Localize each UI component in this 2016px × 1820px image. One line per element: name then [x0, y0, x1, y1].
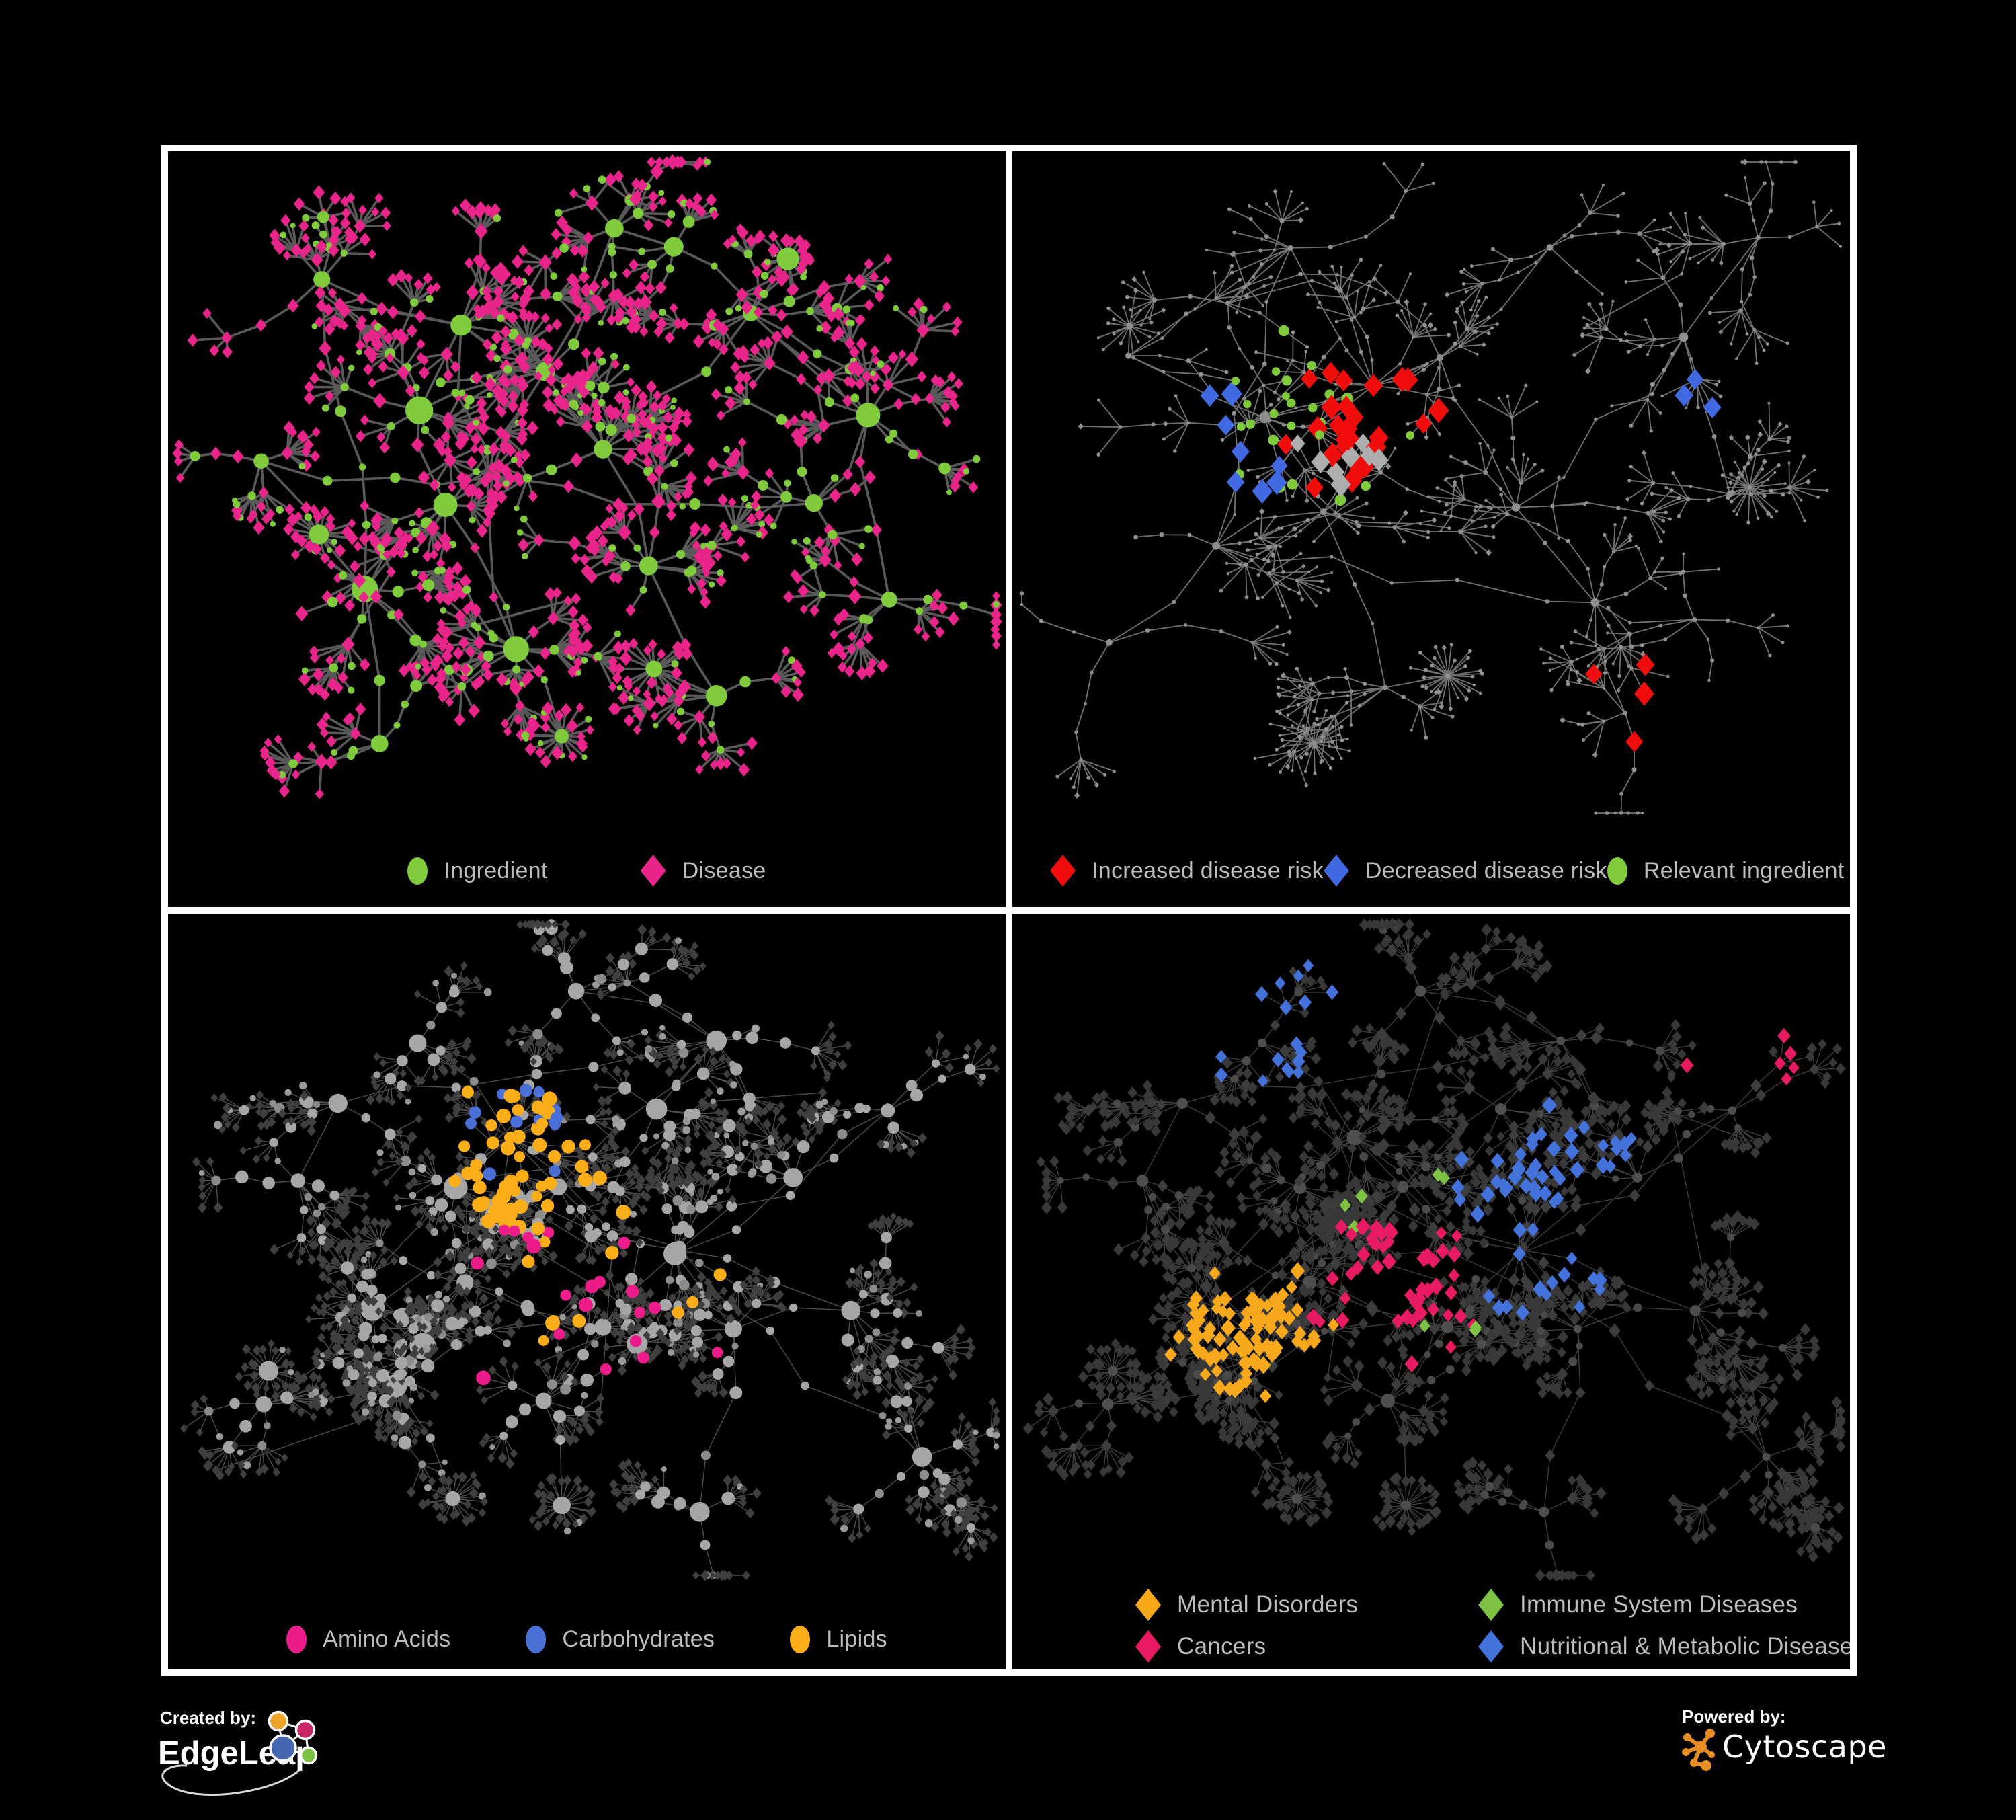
legend-label: Lipids	[826, 1626, 887, 1652]
legend-label: Decreased disease risk	[1365, 857, 1607, 883]
legend-label: Ingredient	[444, 857, 548, 883]
decreased-risk-marker-icon	[1323, 855, 1349, 887]
legend-nutrient-classes: Amino Acids Carbohydrates Lipids	[168, 1626, 1006, 1653]
panel-ingredient-disease: Ingredient Disease	[168, 151, 1006, 907]
edgeleap-node-green	[299, 1746, 318, 1765]
network-graph-ingredient-disease	[172, 154, 1002, 799]
cytoscape-logo: Powered by: Cytoscape	[1682, 1706, 1887, 1771]
edgeleap-logo: Created by: EdgeLeap	[158, 1708, 318, 1796]
cytoscape-icon	[1682, 1729, 1715, 1771]
legend-label: Immune System Diseases	[1520, 1591, 1798, 1618]
increased-risk-marker-icon	[1050, 855, 1076, 887]
legend-label: Nutritional & Metabolic Diseases	[1520, 1633, 1850, 1659]
network-graph-nutrient-classes	[180, 918, 1001, 1581]
legend-item-amino-acids: Amino Acids	[286, 1626, 450, 1653]
created-by-label: Created by:	[160, 1708, 256, 1728]
disease-marker-icon	[640, 855, 666, 887]
legend-item-ingredient: Ingredient	[407, 857, 547, 885]
legend-disease-classes: Mental Disorders Immune System Diseases …	[1012, 1589, 1850, 1663]
cytoscape-brand-block: Powered by: Cytoscape	[1675, 1706, 1904, 1784]
legend-item-carbohydrates: Carbohydrates	[526, 1626, 715, 1653]
legend-ingredient-disease: Ingredient Disease	[168, 855, 1006, 887]
legend-label: Carbohydrates	[562, 1626, 715, 1652]
legend-item-immune-system-diseases: Immune System Diseases	[1478, 1589, 1850, 1621]
legend-label: Increased disease risk	[1092, 857, 1324, 883]
edgeleap-node-orange	[268, 1710, 289, 1732]
legend-item-mental-disorders: Mental Disorders	[1135, 1589, 1385, 1621]
edgeleap-swoosh	[161, 1764, 303, 1796]
legend-label: Cancers	[1177, 1633, 1266, 1659]
legend-label: Mental Disorders	[1177, 1591, 1359, 1618]
legend-item-lipids: Lipids	[790, 1626, 887, 1653]
legend-item-relevant-ingredient: Relevant ingredient	[1607, 857, 1845, 885]
legend-disease-risk: Increased disease risk Decreased disease…	[1012, 855, 1850, 887]
immune-system-diseases-marker-icon	[1478, 1589, 1504, 1621]
network-graph-disease-classes	[1022, 918, 1846, 1582]
amino-acids-marker-icon	[286, 1626, 307, 1653]
network-graph-disease-risk	[1019, 159, 1843, 815]
panel-nutrient-classes: Amino Acids Carbohydrates Lipids	[168, 914, 1006, 1669]
powered-by-label: Powered by:	[1682, 1706, 1786, 1727]
legend-item-disease: Disease	[640, 855, 766, 887]
mental-disorders-marker-icon	[1135, 1589, 1161, 1621]
nutritional-metabolic-diseases-marker-icon	[1478, 1630, 1504, 1663]
lipids-marker-icon	[790, 1626, 811, 1653]
ingredient-marker-icon	[407, 857, 428, 885]
panel-disease-classes: Mental Disorders Immune System Diseases …	[1012, 914, 1850, 1669]
edgeleap-glyph-nodes	[268, 1710, 318, 1765]
legend-item-cancers: Cancers	[1135, 1630, 1385, 1663]
cytoscape-wordmark: Cytoscape	[1722, 1729, 1887, 1765]
panel-disease-risk: Increased disease risk Decreased disease…	[1012, 151, 1850, 907]
edgeleap-node-magenta	[294, 1719, 316, 1741]
edgeleap-node-blue	[269, 1734, 297, 1762]
legend-label: Amino Acids	[323, 1626, 451, 1652]
legend-item-increased-risk: Increased disease risk	[1050, 855, 1324, 887]
legend-label: Disease	[682, 857, 766, 883]
carbohydrates-marker-icon	[526, 1626, 547, 1653]
cancers-marker-icon	[1135, 1630, 1161, 1663]
legend-item-decreased-risk: Decreased disease risk	[1323, 855, 1607, 887]
edgeleap-brand-block: Created by: EdgeLeap	[149, 1702, 371, 1813]
relevant-ingredient-marker-icon	[1607, 857, 1627, 885]
legend-label: Relevant ingredient	[1643, 857, 1845, 883]
legend-item-nutritional-metabolic-diseases: Nutritional & Metabolic Diseases	[1478, 1630, 1850, 1663]
panel-grid: Ingredient Disease Increased disease ris…	[161, 145, 1857, 1676]
